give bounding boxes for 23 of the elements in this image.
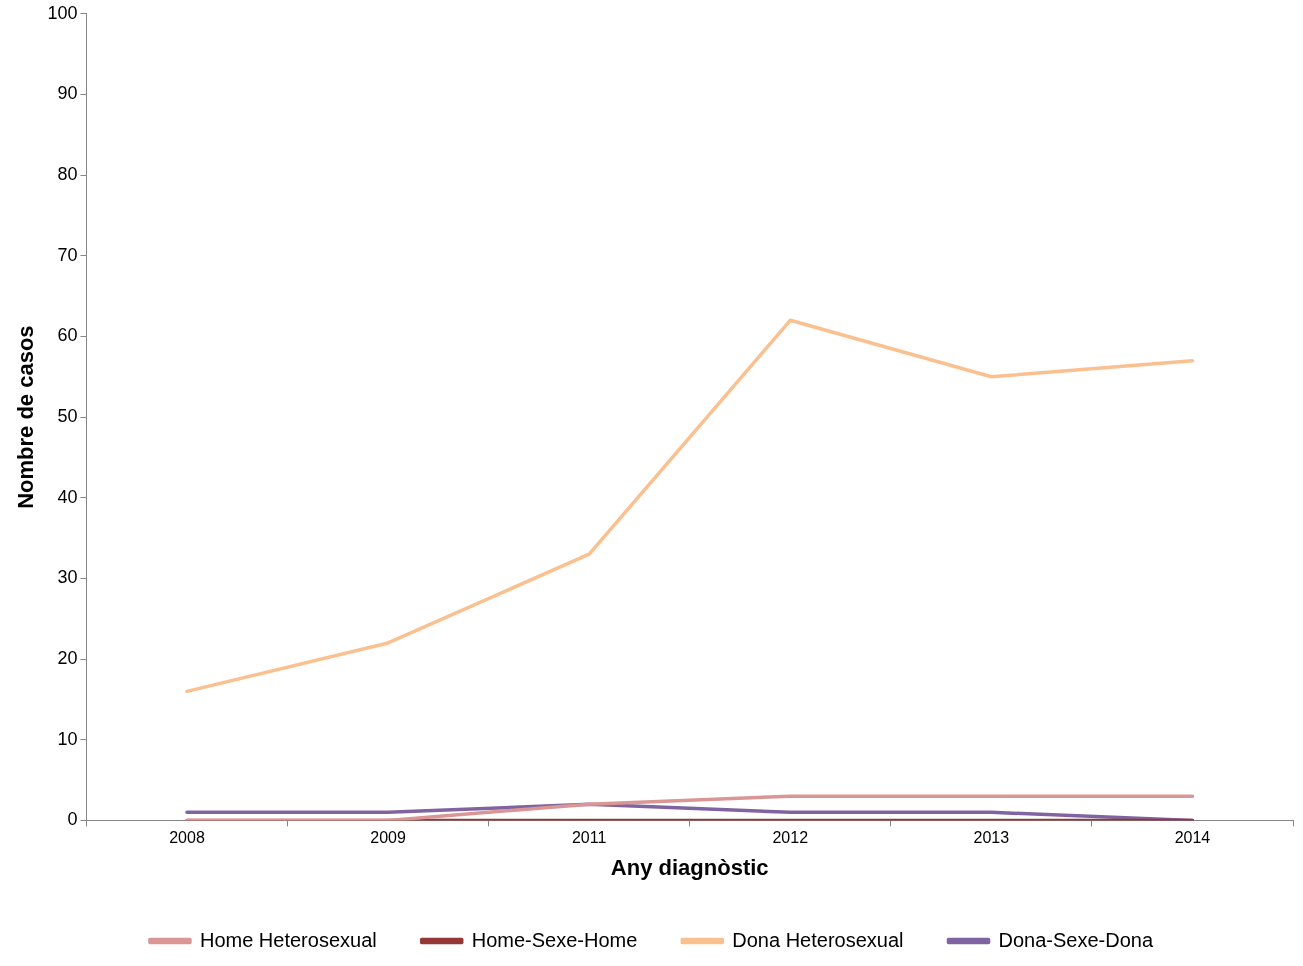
y-tick-label: 60 [57, 325, 78, 346]
y-tick-label: 50 [57, 406, 78, 427]
y-tick-label: 30 [57, 567, 78, 588]
y-tick-label: 100 [47, 2, 78, 23]
legend-label: Dona-Sexe-Dona [998, 928, 1154, 951]
x-tick-label: 2013 [973, 829, 1010, 847]
legend-label: Home-Sexe-Home [471, 928, 638, 951]
x-tick-label: 2009 [370, 829, 406, 847]
y-tick-label: 40 [57, 486, 78, 507]
y-tick-label: 0 [67, 809, 78, 830]
legend-label: Dona Heterosexual [732, 928, 904, 951]
y-tick-label: 80 [57, 164, 78, 185]
x-tick-label: 2011 [571, 829, 607, 847]
x-axis-title: Any diagnòstic [610, 854, 769, 880]
y-tick-label: 10 [57, 728, 78, 749]
legend-label: Home Heterosexual [199, 928, 377, 951]
y-tick-label: 70 [57, 244, 78, 265]
x-tick-label: 2008 [169, 829, 205, 847]
x-tick-label: 2014 [1174, 829, 1211, 847]
y-tick-label: 20 [57, 648, 78, 669]
y-tick-label: 90 [57, 83, 78, 104]
y-axis-title: Nombre de casos [13, 325, 39, 509]
x-tick-label: 2012 [772, 829, 809, 847]
